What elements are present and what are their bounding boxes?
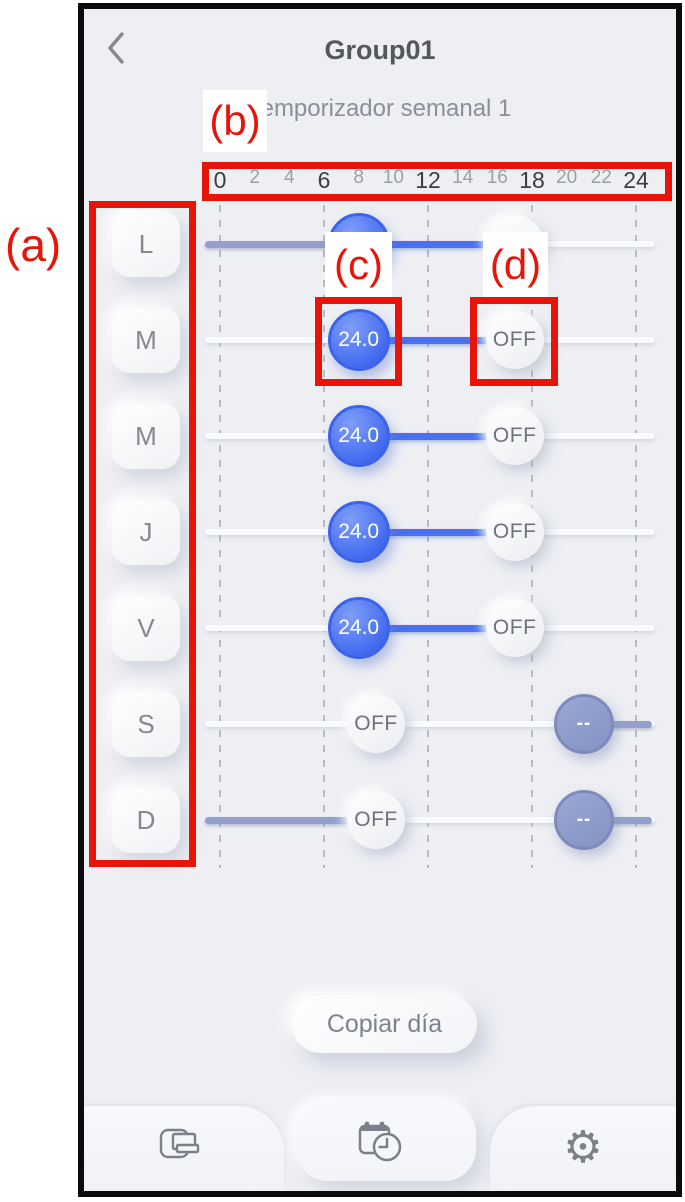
handle-label: OFF: [492, 424, 537, 447]
time-axis-tick-14: 14: [452, 167, 474, 188]
time-axis-tick-20: 20: [556, 167, 578, 188]
timer-subtitle: Temporizador semanal 1: [248, 95, 512, 122]
time-axis-tick-16: 16: [486, 167, 508, 188]
annotation-label-b: (b): [203, 90, 267, 152]
handle-label: OFF: [492, 616, 537, 639]
time-axis-tick-8: 8: [353, 167, 364, 188]
day-button-S-5[interactable]: S: [112, 691, 180, 757]
slider-segment-blue-V-0: [358, 624, 515, 632]
time-axis-tick-22: 22: [590, 167, 612, 188]
day-button-M-2[interactable]: M: [112, 403, 180, 469]
handle-label: OFF: [354, 712, 398, 735]
slider-handle-off-M-1[interactable]: OFF: [485, 311, 544, 369]
gridline-hour-0: [219, 205, 221, 868]
gridline-hour-6: [322, 205, 325, 868]
slider-handle-dash-S-1[interactable]: --: [553, 694, 614, 754]
handle-label: 24.0: [338, 616, 380, 639]
slider-segment-blue-M-0: [358, 432, 515, 440]
copy-day-button[interactable]: Copiar día: [292, 995, 477, 1053]
nav-item-groups[interactable]: [158, 1123, 206, 1170]
slider-segment-muted-D-1: [583, 816, 652, 824]
annotation-label-c: (c): [325, 232, 392, 297]
time-axis-tick-12: 12: [415, 167, 441, 193]
settings-gear-icon: ⚙: [563, 1123, 603, 1172]
bottom-nav-right-section: [490, 1106, 676, 1191]
nav-item-weekly-timer[interactable]: [356, 1119, 406, 1170]
slider-handle-blue-M-0[interactable]: 24.0: [327, 405, 390, 467]
day-button-D-6[interactable]: D: [112, 787, 180, 853]
slider-handle-dash-D-1[interactable]: --: [553, 790, 614, 850]
slider-segment-blue-J-0: [358, 528, 515, 536]
weekly-timer-icon: [358, 1121, 402, 1162]
time-axis-tick-6: 6: [317, 167, 331, 193]
slider-track-D-6: [205, 817, 655, 823]
time-axis-tick-18: 18: [519, 167, 545, 193]
slider-segment-blue-M-0: [358, 336, 515, 344]
handle-label: OFF: [492, 328, 537, 351]
handle-label: OFF: [354, 808, 398, 831]
slider-handle-off-D-0[interactable]: OFF: [346, 791, 405, 849]
slider-track-S-5: [205, 721, 655, 727]
annotation-label-d: (d): [483, 232, 548, 297]
slider-handle-off-J-1[interactable]: OFF: [485, 503, 544, 561]
slider-segment-muted-L-0: [205, 240, 359, 248]
group-screens-icon: [159, 1128, 200, 1159]
time-axis-tick-0: 0: [213, 167, 227, 193]
time-axis-tick-2: 2: [249, 167, 260, 188]
handle-label: --: [576, 713, 592, 734]
nav-item-settings[interactable]: ⚙: [561, 1125, 605, 1171]
back-button[interactable]: [102, 27, 142, 71]
day-button-M-1[interactable]: M: [112, 307, 180, 373]
handle-label: --: [576, 809, 592, 830]
chevron-left-icon: [108, 32, 124, 64]
day-button-J-3[interactable]: J: [112, 499, 180, 565]
handle-label: 24.0: [338, 328, 380, 351]
day-button-L-0[interactable]: L: [112, 211, 180, 277]
gridline-hour-12: [426, 205, 429, 868]
slider-segment-blue-L-1: [358, 240, 515, 248]
slider-handle-blue-J-0[interactable]: 24.0: [327, 501, 390, 563]
handle-label: 24.0: [338, 520, 380, 543]
handle-label: OFF: [492, 520, 537, 543]
annotation-label-a: (a): [5, 219, 62, 271]
slider-segment-muted-S-0: [583, 720, 652, 728]
slider-handle-blue-M-0[interactable]: 24.0: [327, 309, 390, 371]
slider-handle-off-M-1[interactable]: OFF: [485, 407, 544, 465]
page-title: Group01: [324, 35, 436, 65]
gridline-hour-24: [634, 205, 637, 868]
slider-handle-blue-V-0[interactable]: 24.0: [327, 597, 390, 659]
time-axis-tick-4: 4: [284, 167, 295, 188]
slider-segment-muted-D-0: [205, 816, 376, 824]
phone-screen: Group01 Temporizador semanal 1 0 2 4 6 8 10 12…: [78, 3, 682, 1197]
time-axis-tick-24: 24: [623, 167, 649, 193]
day-button-V-4[interactable]: V: [112, 595, 180, 661]
time-axis-tick-10: 10: [382, 167, 404, 188]
slider-handle-off-V-1[interactable]: OFF: [485, 599, 544, 657]
handle-label: 24.0: [338, 424, 380, 447]
slider-handle-off-S-0[interactable]: OFF: [346, 695, 405, 753]
